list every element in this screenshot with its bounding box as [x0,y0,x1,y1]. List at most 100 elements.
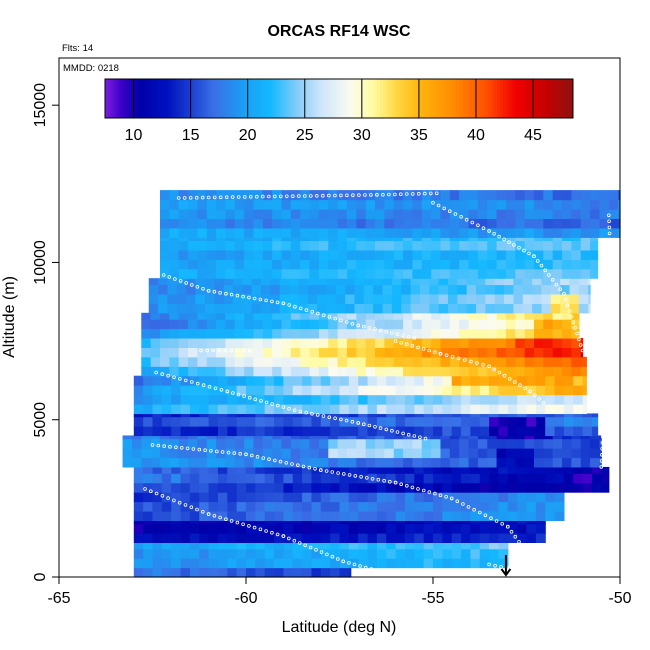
heatmap-cell [449,190,460,201]
heatmap-cell [318,268,329,279]
heatmap-cell [459,356,470,367]
heatmap-cell [479,473,490,484]
track-marker [179,445,184,450]
heatmap-cell [309,319,320,330]
heatmap-cell [479,532,490,543]
heatmap-cell [161,416,172,427]
colorbar-swatch [260,79,264,118]
heatmap-cell [485,293,496,304]
heatmap-cell [178,337,189,348]
heatmap-cell [487,268,498,279]
colorbar-swatch [277,79,281,118]
track-marker [218,195,223,200]
heatmap-cell [320,542,331,550]
heatmap-cell [459,199,470,210]
heatmap-cell [339,375,350,386]
heatmap-cell [337,337,348,348]
heatmap-cell [552,237,563,242]
heatmap-cell [578,293,589,304]
heatmap-cell [515,328,526,339]
heatmap-cell [515,438,526,449]
heatmap-cell [449,199,460,210]
heatmap-cell [227,473,238,484]
heatmap-cell [281,312,292,320]
heatmap-cell [283,501,294,512]
heatmap-cell [348,542,359,550]
heatmap-cell [264,523,275,534]
colorbar-swatch [183,79,188,118]
heatmap-cell [330,492,341,503]
heatmap-cell [253,356,264,367]
heatmap-cell [507,404,518,415]
track-marker [517,246,521,250]
heatmap-cell [365,347,376,358]
heatmap-cell [386,558,397,569]
heatmap-cell [431,240,442,251]
track-marker [395,430,400,434]
track-marker [466,505,471,509]
heatmap-cell [264,501,275,512]
heatmap-cell [188,356,198,367]
track-marker [213,386,218,391]
heatmap-cell [180,466,191,474]
heatmap-cell [384,249,395,260]
track-marker [602,410,606,415]
colorbar-tick-label: 20 [239,127,257,144]
heatmap-cell [227,567,238,578]
heatmap-cell [337,199,348,210]
heatmap-cell [234,438,245,449]
heatmap-cell [262,438,273,449]
heatmap-cell [608,227,619,238]
heatmap-cell [479,416,490,427]
heatmap-cell [178,237,189,242]
heatmap-cell [189,466,200,474]
heatmap-cell [562,249,572,260]
colorbar-swatch [450,79,454,118]
track-marker [301,464,306,469]
heatmap-cell [447,278,458,286]
heatmap-cell [346,227,357,238]
heatmap-cell [386,532,397,543]
track-marker [363,193,367,197]
heatmap-cell [161,473,172,484]
heatmap-cell [412,337,423,348]
track-marker [393,192,397,197]
heatmap-cell [320,558,331,569]
track-marker [235,520,240,525]
heatmap-cell [376,482,387,493]
heatmap-cell [272,366,283,377]
track-marker [592,182,597,186]
heatmap-cell [367,532,378,543]
heatmap-cell [161,510,172,521]
track-marker [538,182,542,186]
track-marker [304,308,309,312]
heatmap-cell [517,532,528,543]
heatmap-cell [442,532,453,543]
heatmap-cell [403,240,414,251]
heatmap-cell [234,347,245,358]
heatmap-cell [410,303,421,314]
heatmap-cell [206,328,217,339]
track-marker [177,500,182,505]
heatmap-cell [507,385,518,396]
track-marker [469,359,473,364]
heatmap-cell [150,312,161,320]
track-marker [218,290,222,295]
colorbar-swatch [131,79,135,118]
heatmap-cell [158,284,169,295]
heatmap-cell [573,385,584,396]
heatmap-cell [457,278,468,286]
track-marker [494,519,499,523]
heatmap-cell [122,457,133,468]
heatmap-cell [569,278,580,286]
heatmap-cell [143,520,154,525]
heatmap-cell [468,237,479,242]
heatmap-cell [582,466,593,474]
track-marker [547,273,551,277]
track-marker [609,273,614,278]
heatmap-cell [262,312,273,320]
heatmap-cell [494,293,505,304]
heatmap-cell [262,328,273,339]
heatmap-cell [141,366,152,377]
heatmap-cell [161,548,172,559]
